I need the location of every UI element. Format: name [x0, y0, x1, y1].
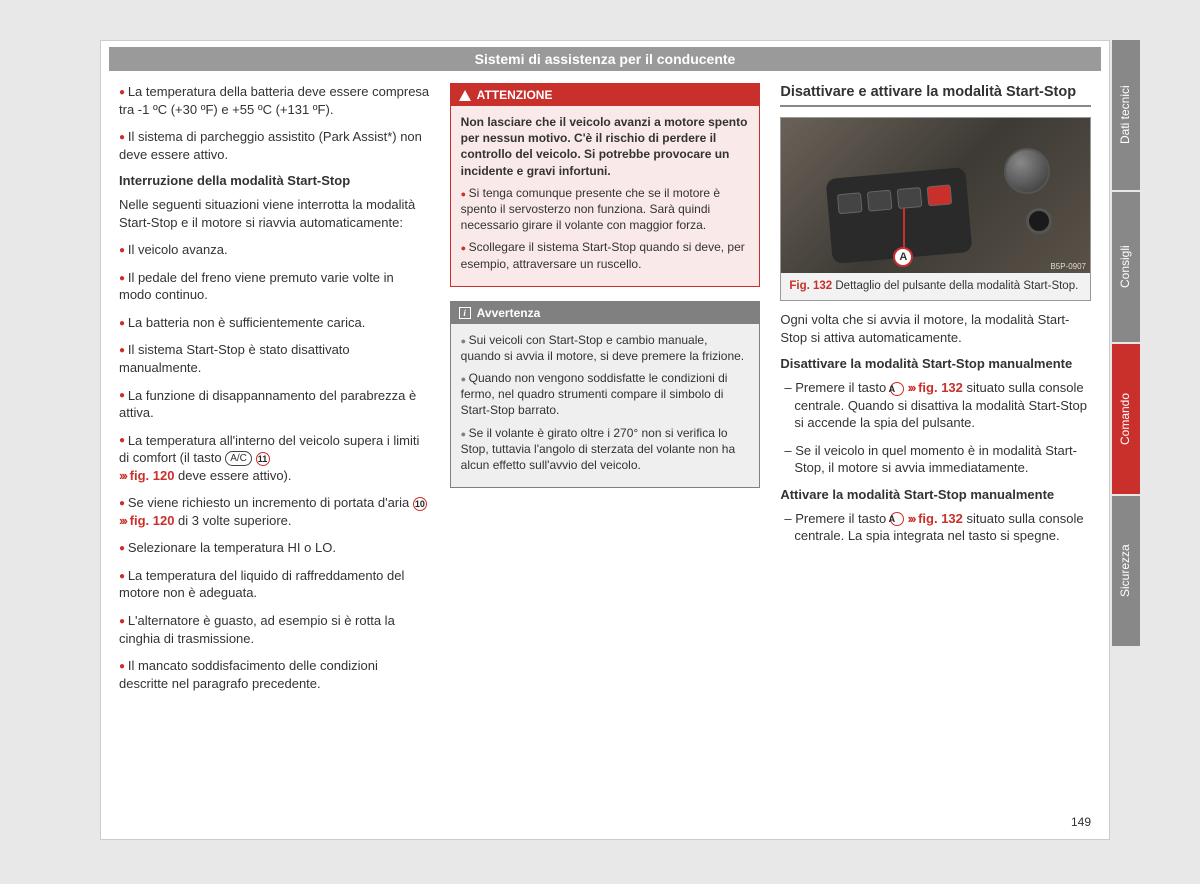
info-icon: i — [459, 307, 471, 319]
tab-comando[interactable]: Comando — [1112, 344, 1140, 494]
reference-arrow-icon: ››› — [907, 511, 914, 526]
image-code: B5P-0907 — [1050, 262, 1086, 271]
warning-box: ATTENZIONE Non lasciare che il veicolo a… — [450, 83, 761, 287]
button-row-graphic — [837, 185, 952, 215]
step-item: Premere il tasto A ››› fig. 132 situato … — [780, 379, 1091, 432]
text-fragment: Premere il tasto — [795, 511, 890, 526]
column-3: Disattivare e attivare la modalità Start… — [780, 83, 1091, 702]
content-columns: La temperatura della batteria deve esser… — [101, 83, 1109, 702]
figure-number: Fig. 132 — [789, 280, 832, 292]
subheading: Disattivare la modalità Start-Stop manua… — [780, 356, 1091, 371]
warning-header: ATTENZIONE — [451, 84, 760, 106]
callout-leader-line — [903, 208, 905, 248]
callout-a-marker: A — [893, 247, 913, 267]
page-header: Sistemi di assistenza per il conducente — [109, 47, 1101, 71]
panel-button-graphic — [837, 192, 863, 214]
column-1: La temperatura della batteria deve esser… — [119, 83, 430, 702]
tab-consigli[interactable]: Consigli — [1112, 192, 1140, 342]
panel-button-graphic — [897, 187, 923, 209]
reference-arrow-icon: ››› — [119, 468, 126, 483]
figure-reference[interactable]: fig. 120 — [130, 513, 175, 528]
step-item: Premere il tasto A ››› fig. 132 situato … — [780, 510, 1091, 545]
subheading: Interruzione della modalità Start-Stop — [119, 173, 430, 188]
note-header: i Avvertenza — [451, 302, 760, 324]
column-2: ATTENZIONE Non lasciare che il veicolo a… — [450, 83, 761, 702]
warning-triangle-icon — [459, 90, 471, 101]
bullet-text: Il mancato soddisfacimento delle condizi… — [119, 657, 430, 692]
text-fragment: Premere il tasto — [795, 380, 890, 395]
note-item: Quando non vengono soddisfatte le condiz… — [461, 370, 750, 419]
figure-reference[interactable]: fig. 120 — [130, 468, 175, 483]
callout-a: A — [890, 512, 904, 526]
divider — [780, 105, 1091, 107]
figure-caption-text: Dettaglio del pulsante della modalità St… — [835, 280, 1078, 292]
note-item: Sui veicoli con Start-Stop e cambio manu… — [461, 332, 750, 364]
note-item: Se il volante è girato oltre i 270° non … — [461, 425, 750, 474]
warning-body: Non lasciare che il veicolo avanzi a mot… — [451, 106, 760, 286]
text-fragment: Se viene richiesto un incremento di port… — [128, 495, 413, 510]
reference-arrow-icon: ››› — [119, 513, 126, 528]
warning-title: ATTENZIONE — [477, 88, 553, 102]
figure-reference[interactable]: fig. 132 — [918, 380, 963, 395]
warning-item: Scollegare il sistema Start-Stop quando … — [461, 239, 750, 271]
figure-caption: Fig. 132 Dettaglio del pulsante della mo… — [781, 273, 1090, 300]
callout-10: 10 — [413, 497, 427, 511]
page-number: 149 — [1071, 815, 1091, 829]
bullet-text: La funzione di disappannamento del parab… — [119, 387, 430, 422]
figure-image: A B5P-0907 — [781, 118, 1090, 273]
panel-button-graphic — [867, 190, 893, 212]
text-fragment: di 3 volte superiore. — [178, 513, 291, 528]
bullet-text: Il sistema di parcheggio assistito (Park… — [119, 128, 430, 163]
bullet-text: Il sistema Start-Stop è stato disattivat… — [119, 341, 430, 376]
callout-a: A — [890, 382, 904, 396]
start-stop-button-graphic — [927, 185, 953, 207]
mirror-dial-graphic — [1004, 148, 1050, 194]
ac-button-label: A/C — [225, 451, 252, 466]
warning-lead: Non lasciare che il veicolo avanzi a mot… — [461, 114, 750, 179]
section-title: Disattivare e attivare la modalità Start… — [780, 83, 1091, 101]
bullet-text: La temperatura della batteria deve esser… — [119, 83, 430, 118]
subheading: Attivare la modalità Start-Stop manualme… — [780, 487, 1091, 502]
warning-item: Si tenga comunque presente che se il mot… — [461, 185, 750, 234]
bullet-text: Il veicolo avanza. — [119, 241, 430, 259]
bullet-text: La temperatura del liquido di raffreddam… — [119, 567, 430, 602]
paragraph: Nelle seguenti situazioni viene interrot… — [119, 196, 430, 231]
bullet-text: La temperatura all'interno del veicolo s… — [119, 432, 430, 485]
callout-11: 11 — [256, 452, 270, 466]
bullet-text: La batteria non è sufficientemente caric… — [119, 314, 430, 332]
text-fragment: deve essere attivo). — [178, 468, 291, 483]
power-socket-graphic — [1026, 208, 1052, 234]
figure-reference[interactable]: fig. 132 — [918, 511, 963, 526]
reference-arrow-icon: ››› — [907, 380, 914, 395]
bullet-text: L'alternatore è guasto, ad esempio si è … — [119, 612, 430, 647]
bullet-text: Se viene richiesto un incremento di port… — [119, 494, 430, 529]
manual-page: Sistemi di assistenza per il conducente … — [100, 40, 1110, 840]
note-title: Avvertenza — [477, 306, 541, 320]
note-box: i Avvertenza Sui veicoli con Start-Stop … — [450, 301, 761, 489]
paragraph: Ogni volta che si avvia il motore, la mo… — [780, 311, 1091, 346]
step-item: Se il veicolo in quel momento è in modal… — [780, 442, 1091, 477]
bullet-text: Il pedale del freno viene premuto varie … — [119, 269, 430, 304]
side-tabs: Dati tecnici Consigli Comando Sicurezza — [1112, 40, 1140, 648]
note-body: Sui veicoli con Start-Stop e cambio manu… — [451, 324, 760, 488]
tab-sicurezza[interactable]: Sicurezza — [1112, 496, 1140, 646]
tab-dati-tecnici[interactable]: Dati tecnici — [1112, 40, 1140, 190]
bullet-text: Selezionare la temperatura HI o LO. — [119, 539, 430, 557]
figure-132: A B5P-0907 Fig. 132 Dettaglio del pulsan… — [780, 117, 1091, 301]
